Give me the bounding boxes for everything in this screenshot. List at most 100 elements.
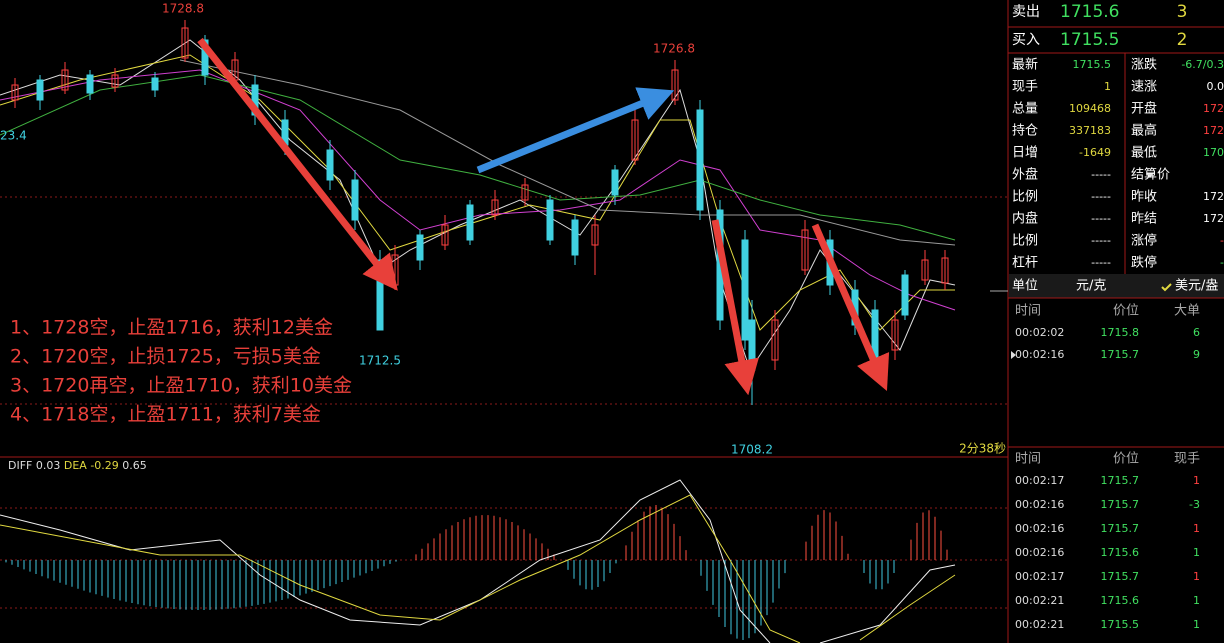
volume: 1: [1193, 594, 1200, 607]
quote-label: 杠杆: [1012, 255, 1038, 271]
volume: 1: [1193, 474, 1200, 487]
price: 1715.8: [1101, 326, 1140, 339]
table-header: 现手: [1174, 452, 1200, 467]
quote-label: 日增: [1012, 146, 1038, 161]
price: 1715.7: [1101, 498, 1140, 511]
quote-value: -----: [1091, 212, 1111, 225]
quote-value: -6.7/0.3: [1181, 58, 1224, 71]
grid: [0, 196, 1008, 609]
quote-value: -----: [1091, 234, 1111, 247]
quote-value: 172: [1203, 190, 1224, 203]
macd-value: 0.03: [36, 459, 61, 472]
table-header: 时间: [1015, 304, 1041, 319]
quote-label: 昨结: [1131, 212, 1157, 227]
volume: 9: [1193, 348, 1200, 361]
price-label: 1726.8: [653, 42, 695, 56]
order-label: 买入: [1012, 32, 1040, 48]
time: 00:02:17: [1015, 474, 1064, 487]
quote-label: 速涨: [1131, 80, 1157, 95]
arrows: [197, 37, 890, 396]
price: 1715.5: [1101, 618, 1140, 631]
quote-value: -: [1220, 256, 1224, 269]
table-header: 价位: [1113, 452, 1139, 467]
annotation: 4、1718空，止盈1711，获利7美金: [10, 404, 321, 426]
quote-value: -1649: [1079, 146, 1111, 159]
time: 00:02:16: [1015, 546, 1064, 559]
volume: 6: [1193, 326, 1200, 339]
table-header: 价位: [1113, 304, 1139, 319]
quote-value: 170: [1203, 146, 1224, 159]
quote-value: 0.0: [1207, 80, 1224, 93]
order-volume: 3: [1177, 2, 1188, 22]
price-label: 23.4: [0, 129, 27, 143]
quote-label: 昨收: [1131, 190, 1157, 205]
unit-option: 美元/盎: [1175, 279, 1218, 294]
quote-label: 比例: [1012, 190, 1038, 205]
order-label: 卖出: [1012, 4, 1040, 20]
quote-label: 涨停: [1131, 233, 1157, 249]
quote-label: 最低: [1131, 146, 1157, 161]
volume: -3: [1189, 498, 1200, 511]
quote-value: -: [1220, 234, 1224, 247]
quote-label: 总量: [1012, 102, 1038, 117]
quote-value: 337183: [1069, 124, 1111, 137]
annotation: 1、1728空，止盈1716，获利12美金: [10, 317, 333, 339]
order-price: 1715.5: [1060, 30, 1119, 50]
order-volume: 2: [1177, 30, 1188, 50]
annotation: 3、1720再空，止盈1710，获利10美金: [10, 375, 352, 397]
price-label: 1708.2: [731, 443, 773, 457]
volume: 1: [1193, 570, 1200, 583]
quote-value: -----: [1091, 168, 1111, 181]
macd-lines: [0, 479, 956, 643]
quote-label: 最高: [1131, 123, 1157, 139]
quote-panel: [990, 26, 1224, 448]
quote-label: 比例: [1012, 234, 1038, 249]
table-header: 大单: [1174, 304, 1200, 319]
price: 1715.7: [1101, 570, 1140, 583]
macd-label: DEA: [64, 459, 87, 472]
macd-label: DIFF: [8, 459, 32, 472]
volume: 1: [1193, 522, 1200, 535]
quote-value: 172: [1203, 102, 1224, 115]
quote-label: 开盘: [1131, 101, 1157, 117]
quote-value: 1715.5: [1073, 58, 1112, 71]
quote-value: 109468: [1069, 102, 1111, 115]
quote-label: 外盘: [1012, 167, 1038, 183]
table-header: 时间: [1015, 452, 1041, 467]
time: 00:02:02: [1015, 326, 1064, 339]
quote-label: 现手: [1012, 80, 1038, 95]
quote-value: -----: [1091, 256, 1111, 269]
quote-value: 172: [1203, 124, 1224, 137]
time: 00:02:16: [1015, 348, 1064, 361]
quote-label: 涨跌: [1131, 57, 1157, 73]
unit-option: 元/克: [1076, 279, 1106, 294]
order-price: 1715.6: [1060, 2, 1119, 22]
price-label: 1712.5: [359, 354, 401, 368]
quote-label: 持仓: [1012, 124, 1038, 139]
time: 00:02:17: [1015, 570, 1064, 583]
macd-value: 0.65: [122, 459, 147, 472]
macd-value: -0.29: [90, 459, 118, 472]
time: 00:02:16: [1015, 498, 1064, 511]
quote-label: 最新: [1012, 57, 1038, 73]
price-label: 1728.8: [162, 2, 204, 16]
unit-label: 单位: [1012, 279, 1038, 294]
macd-histogram: [5, 505, 948, 640]
price: 1715.7: [1101, 474, 1140, 487]
quote-label: 跌停: [1131, 255, 1157, 271]
countdown: 2分38秒: [959, 442, 1006, 456]
quote-label: 结算价: [1131, 168, 1170, 183]
price: 1715.6: [1101, 546, 1140, 559]
time: 00:02:16: [1015, 522, 1064, 535]
volume: 1: [1193, 618, 1200, 631]
time: 00:02:21: [1015, 618, 1064, 631]
volume: 1: [1193, 546, 1200, 559]
price: 1715.6: [1101, 594, 1140, 607]
price: 1715.7: [1101, 348, 1140, 361]
macd-label: DIFF 0.03 DEA -0.29 0.65: [8, 459, 147, 472]
price: 1715.7: [1101, 522, 1140, 535]
quote-value: 1: [1104, 80, 1111, 93]
quote-label: 内盘: [1012, 211, 1038, 227]
annotation: 2、1720空，止损1725，亏损5美金: [10, 346, 321, 368]
